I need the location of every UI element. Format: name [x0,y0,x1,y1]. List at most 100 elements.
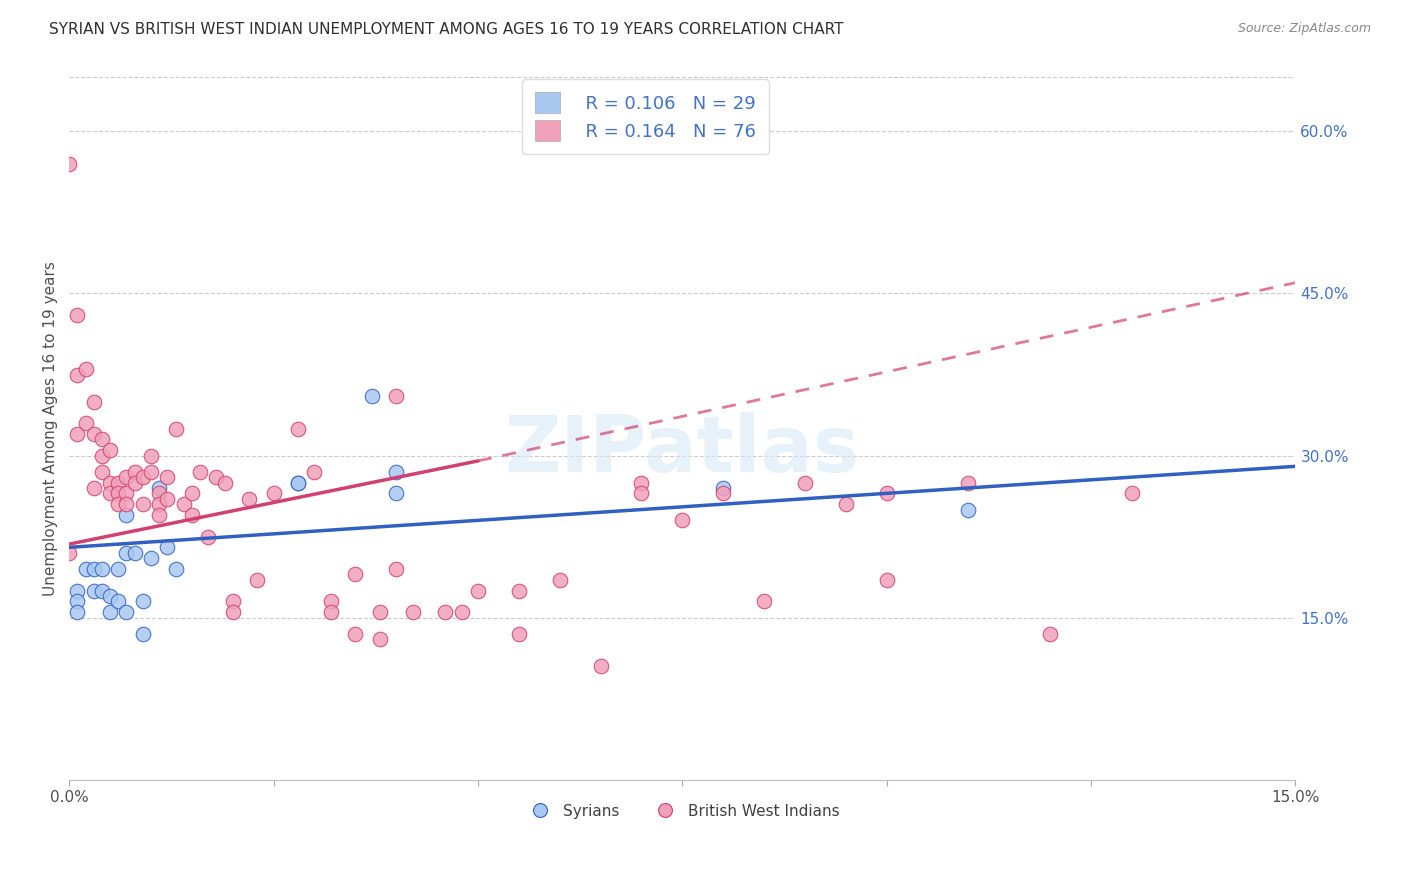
Y-axis label: Unemployment Among Ages 16 to 19 years: Unemployment Among Ages 16 to 19 years [44,261,58,596]
Point [287,475,309,490]
Point [711,481,734,495]
Point [83,394,105,409]
Point [98,475,121,490]
Point [630,486,652,500]
Point [75,362,97,376]
Point [304,465,326,479]
Point [671,513,693,527]
Point [148,508,170,522]
Point [1121,486,1143,500]
Point [75,416,97,430]
Point [107,497,129,511]
Point [957,475,980,490]
Text: ZIPatlas: ZIPatlas [505,411,860,488]
Point [385,562,408,576]
Point [98,605,121,619]
Legend: Syrians, British West Indians: Syrians, British West Indians [519,797,846,824]
Point [589,659,612,673]
Point [214,475,236,490]
Point [124,465,146,479]
Point [385,389,408,403]
Point [115,546,138,560]
Point [107,486,129,500]
Point [115,605,138,619]
Point [66,368,89,382]
Point [83,481,105,495]
Point [66,583,89,598]
Point [66,308,89,322]
Point [344,567,367,582]
Point [957,502,980,516]
Point [156,491,179,506]
Point [115,497,138,511]
Point [711,486,734,500]
Point [876,486,898,500]
Point [173,497,195,511]
Text: SYRIAN VS BRITISH WEST INDIAN UNEMPLOYMENT AMONG AGES 16 TO 19 YEARS CORRELATION: SYRIAN VS BRITISH WEST INDIAN UNEMPLOYME… [49,22,844,37]
Point [66,594,89,608]
Point [124,475,146,490]
Point [165,421,187,435]
Point [180,486,202,500]
Point [139,465,162,479]
Point [139,551,162,566]
Point [124,546,146,560]
Point [360,389,382,403]
Point [132,497,155,511]
Point [385,465,408,479]
Point [368,632,391,647]
Point [188,465,211,479]
Point [508,583,530,598]
Point [90,449,112,463]
Point [83,562,105,576]
Point [222,594,245,608]
Point [180,508,202,522]
Point [66,426,89,441]
Point [115,508,138,522]
Point [98,589,121,603]
Point [434,605,457,619]
Point [548,573,571,587]
Point [1039,627,1062,641]
Point [630,475,652,490]
Point [115,486,138,500]
Point [148,486,170,500]
Point [344,627,367,641]
Point [238,491,260,506]
Point [835,497,858,511]
Point [90,433,112,447]
Point [368,605,391,619]
Point [139,449,162,463]
Point [132,470,155,484]
Point [794,475,817,490]
Point [66,605,89,619]
Point [156,470,179,484]
Point [287,421,309,435]
Point [132,594,155,608]
Point [319,605,342,619]
Point [115,470,138,484]
Point [83,426,105,441]
Point [197,530,219,544]
Point [148,497,170,511]
Point [263,486,285,500]
Point [385,486,408,500]
Point [205,470,228,484]
Point [58,546,80,560]
Point [90,562,112,576]
Point [75,562,97,576]
Point [222,605,245,619]
Point [319,594,342,608]
Point [107,562,129,576]
Point [287,475,309,490]
Point [98,443,121,458]
Point [508,627,530,641]
Point [107,594,129,608]
Text: Source: ZipAtlas.com: Source: ZipAtlas.com [1237,22,1371,36]
Point [752,594,775,608]
Point [132,627,155,641]
Point [165,562,187,576]
Point [90,583,112,598]
Point [148,481,170,495]
Point [246,573,269,587]
